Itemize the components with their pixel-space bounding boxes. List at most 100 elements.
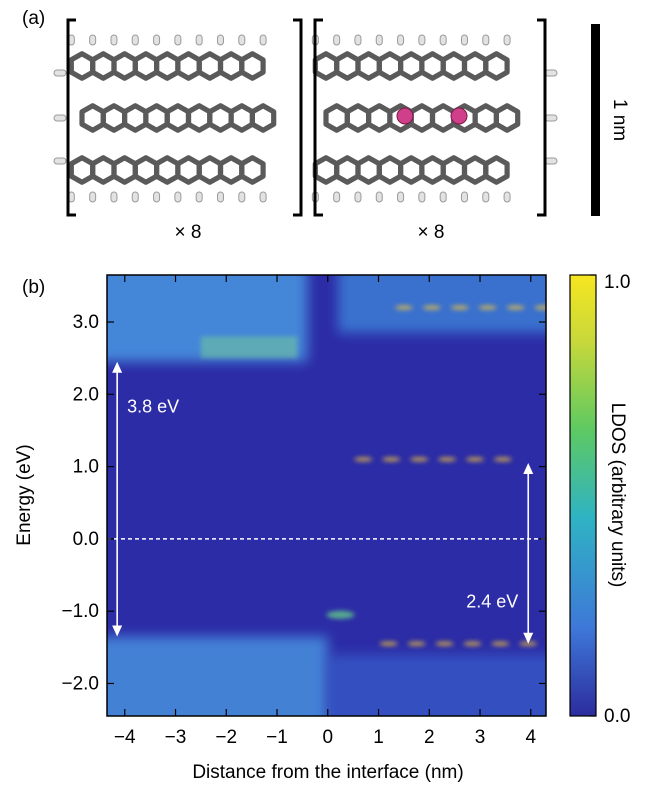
carbon-ring bbox=[111, 155, 138, 185]
hydrogen-atom bbox=[375, 191, 383, 203]
band-peak bbox=[465, 457, 484, 462]
carbon-ring bbox=[323, 103, 350, 133]
panel-b-label: (b) bbox=[22, 277, 45, 298]
carbon-ring bbox=[68, 155, 96, 185]
left-valence-continuum bbox=[107, 636, 328, 716]
x-tick-label: 4 bbox=[525, 727, 536, 748]
y-axis-label: Energy (eV) bbox=[14, 444, 35, 545]
x-tick-label: 3 bbox=[475, 727, 486, 748]
arrowhead-down bbox=[523, 632, 534, 644]
hydrogen-atom bbox=[259, 191, 267, 203]
carbon-ring bbox=[217, 155, 245, 185]
scale-bar-label: 1 nm bbox=[609, 99, 630, 141]
hydrogen-atom bbox=[216, 191, 224, 203]
carbon-ring bbox=[185, 103, 213, 133]
hydrogen-atom bbox=[544, 157, 558, 165]
hydrogen-atom bbox=[110, 191, 118, 203]
hydrogen-atom bbox=[238, 34, 246, 46]
hydrogen-atom bbox=[174, 191, 182, 203]
carbon-ring bbox=[461, 155, 489, 185]
left-conduction-edge-glow bbox=[200, 336, 298, 359]
hydrogen-atom bbox=[110, 34, 118, 46]
hydrogen-atom bbox=[375, 34, 383, 46]
arrowhead-up bbox=[523, 462, 534, 474]
arrowhead-up bbox=[112, 361, 123, 373]
interface-state bbox=[326, 610, 355, 619]
hydrogen-atom bbox=[259, 34, 267, 46]
hydrogen-atom bbox=[131, 34, 139, 46]
carbon-ring bbox=[398, 51, 425, 81]
carbon-ring bbox=[355, 155, 382, 185]
hydrogen-atom bbox=[482, 191, 490, 203]
band-peak bbox=[382, 457, 401, 462]
hydrogen-atom bbox=[89, 34, 97, 46]
y-axis-ticks: −2.0 −1.0 0.0 1.0 2.0 3.0 bbox=[61, 312, 546, 694]
colorbar-max-label: 1.0 bbox=[604, 272, 630, 293]
right-bracket-close bbox=[537, 18, 547, 217]
x-tick-label: 2 bbox=[424, 727, 435, 748]
carbon-ring bbox=[90, 51, 117, 81]
hydrogen-atom bbox=[397, 191, 405, 203]
carbon-ring bbox=[376, 51, 404, 81]
hydrogen-atom bbox=[460, 34, 468, 46]
carbon-ring bbox=[239, 51, 266, 81]
molecule-structure bbox=[53, 34, 558, 203]
x-axis-label: Distance from the interface (nm) bbox=[192, 762, 463, 783]
hydrogen-atom bbox=[439, 34, 447, 46]
band-peak bbox=[506, 305, 525, 310]
carbon-ring bbox=[312, 51, 340, 81]
left-bracket-open bbox=[66, 18, 76, 217]
y-tick-label: 0.0 bbox=[73, 529, 99, 550]
hydrogen-atom bbox=[53, 157, 67, 165]
hydrogen-atom bbox=[53, 114, 67, 122]
panel-a-label: (a) bbox=[22, 8, 45, 29]
scale-bar bbox=[591, 24, 600, 216]
hydrogen-atom bbox=[354, 34, 362, 46]
left-segment-multiplier: × 8 bbox=[175, 222, 202, 243]
carbon-ring bbox=[355, 51, 382, 81]
carbon-ring bbox=[132, 155, 160, 185]
carbon-ring bbox=[472, 103, 499, 133]
band-peak bbox=[491, 641, 510, 646]
hydrogen-atom bbox=[354, 191, 362, 203]
hydrogen-atom bbox=[418, 34, 426, 46]
dopant-atoms bbox=[396, 107, 468, 125]
band-peak bbox=[450, 305, 469, 310]
colorbar-label: LDOS (arbitrary units) bbox=[607, 403, 628, 588]
carbon-ring bbox=[429, 103, 457, 133]
carbon-ring bbox=[175, 51, 202, 81]
hydrogen-atom bbox=[195, 191, 203, 203]
carbon-ring bbox=[419, 51, 446, 81]
y-tick-label: 2.0 bbox=[73, 384, 99, 405]
gap-label-right: 2.4 eV bbox=[466, 592, 518, 612]
hydrogen-atom bbox=[238, 191, 246, 203]
hydrogen-atom bbox=[482, 34, 490, 46]
hydrogen-atom bbox=[153, 34, 161, 46]
hydrogen-atom bbox=[131, 191, 139, 203]
ldos-heatmap: 3.8 eV 2.4 eV −4 −3 −2 −1 0 1 2 3 4 −2.0 −1.0 0.0 1.… bbox=[61, 274, 547, 748]
colorbar bbox=[569, 274, 597, 717]
carbon-ring bbox=[228, 103, 255, 133]
hydrogen-atom bbox=[418, 191, 426, 203]
hydrogen-atom bbox=[89, 191, 97, 203]
carbon-ring bbox=[398, 155, 425, 185]
carbon-ring bbox=[334, 51, 361, 81]
band-peak bbox=[478, 305, 497, 310]
carbon-ring bbox=[239, 155, 266, 185]
band-peak bbox=[435, 641, 454, 646]
carbon-ring bbox=[154, 155, 181, 185]
carbon-ring bbox=[483, 155, 510, 185]
hydrogen-atom bbox=[503, 34, 511, 46]
x-tick-label: 0 bbox=[322, 727, 333, 748]
x-tick-label: −3 bbox=[165, 727, 187, 748]
x-tick-label: −4 bbox=[114, 727, 136, 748]
hydrogen-atom bbox=[503, 191, 511, 203]
carbon-ring bbox=[419, 155, 446, 185]
carbon-ring bbox=[196, 51, 224, 81]
left-bracket-close bbox=[293, 18, 303, 217]
x-tick-label: −1 bbox=[266, 727, 288, 748]
dopant-atom bbox=[396, 107, 414, 125]
carbon-ring bbox=[121, 103, 149, 133]
carbon-ring bbox=[90, 155, 117, 185]
